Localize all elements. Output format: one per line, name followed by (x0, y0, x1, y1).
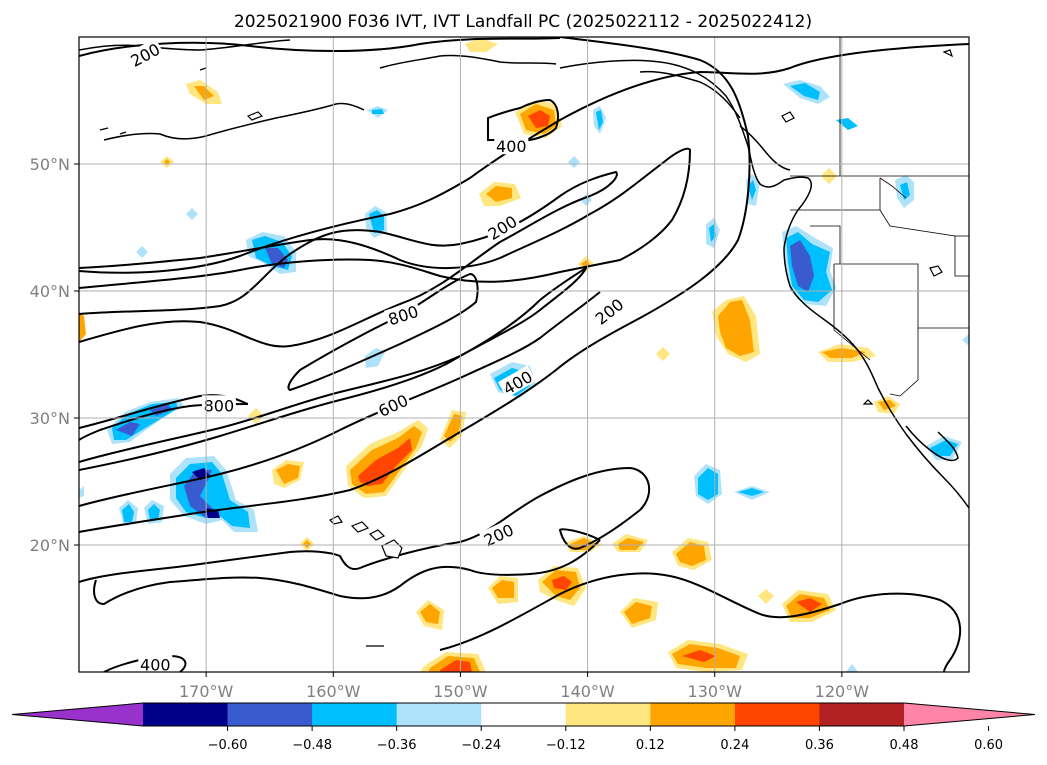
latitude-ticks: 20°N 30°N 40°N 50°N (30, 155, 79, 555)
lon-tick-label: 120°W (815, 682, 870, 701)
colorbar-tick-label: −0.60 (208, 738, 248, 753)
colorbar-tick-label: 0.24 (720, 738, 749, 753)
lat-tick-label: 50°N (30, 155, 70, 174)
colorbar-segment (565, 703, 651, 726)
colorbar-tick-label: 0.60 (974, 738, 1003, 753)
svg-text:400: 400 (496, 137, 527, 156)
colorbar-outline (11, 702, 1036, 727)
colorbar-segment (650, 703, 736, 726)
colorbar-segment (396, 703, 482, 726)
colorbar-segment (143, 703, 229, 726)
map-frame (78, 36, 970, 673)
colorbar-extend-high (904, 703, 1035, 726)
contour-label: 400 (138, 654, 173, 674)
lon-tick-label: 140°W (560, 682, 615, 701)
political-borders (790, 37, 969, 397)
colorbar-extend-low (12, 703, 143, 726)
lon-tick-label: 160°W (306, 682, 361, 701)
colorbar-segment (481, 703, 567, 726)
lon-tick-label: 130°W (688, 682, 743, 701)
lat-tick-label: 40°N (30, 282, 70, 301)
svg-text:800: 800 (204, 396, 235, 415)
colorbar-segment (227, 703, 313, 726)
lat-tick-label: 20°N (30, 536, 70, 555)
colorbar-tick-label: 0.36 (805, 738, 834, 753)
colorbar-segment (734, 703, 820, 726)
longitude-ticks: 170°W 160°W 150°W 140°W 130°W 120°W (179, 672, 869, 701)
colorbar-tick-label: 0.48 (890, 738, 919, 753)
contour-label: 800 (201, 395, 236, 415)
colorbar-segment (312, 703, 398, 726)
svg-text:400: 400 (140, 655, 171, 674)
colorbar-tick-label: −0.12 (546, 738, 586, 753)
gridlines (79, 37, 969, 672)
contour-label: 400 (494, 136, 529, 156)
colorbar-tick-label: 0.12 (636, 738, 665, 753)
lon-tick-label: 170°W (179, 682, 234, 701)
colorbar-segment (819, 703, 905, 726)
colorbar: −0.60 −0.48 −0.36 −0.24 −0.12 0.12 0.24 0.36 0.4… (11, 702, 1036, 753)
lat-tick-label: 30°N (30, 409, 70, 428)
colorbar-tick-label: −0.48 (292, 738, 332, 753)
colorbar-tick-label: −0.24 (461, 738, 501, 753)
lon-tick-label: 150°W (433, 682, 488, 701)
coastlines (79, 39, 969, 509)
colorbar-tick-label: −0.36 (377, 738, 417, 753)
plot-title: 2025021900 F036 IVT, IVT Landfall PC (20… (234, 12, 812, 32)
